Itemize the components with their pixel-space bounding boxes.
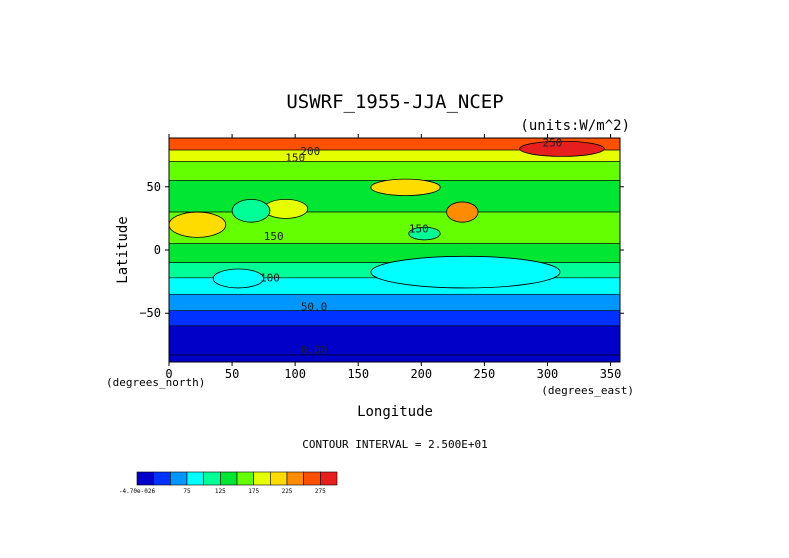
x-unit-label: (degrees_east) [541,384,634,397]
colorbar-swatch-6 [236,471,254,486]
colorbar-swatch-8 [270,471,288,486]
x-ticks: 0 50 100 150 200 250 300 350 [165,134,621,381]
feature-0 [519,140,605,157]
feature-8 [408,226,441,241]
colorbar-swatch-7 [253,471,271,486]
lat-band-9 [169,310,620,327]
colorbar-swatch-9 [286,471,304,486]
contour-label-1: 200 [300,145,320,158]
contour-label-0: 250 [543,136,563,149]
x-tick-label-5: 250 [474,367,496,381]
feature-4 [446,201,479,223]
contour-interval: CONTOUR INTERVAL = 2.500E+01 [302,438,487,451]
colorbar-swatch-11 [320,471,338,486]
contour-label-2: 150 [285,151,305,164]
colorbar-label-4: 225 [282,488,293,495]
contour-label-7: 0.00 [301,344,328,357]
contour-label-5: 100 [260,272,280,285]
feature-1 [169,211,227,238]
lat-band-5 [169,243,620,263]
colorbar-swatch-10 [303,471,321,486]
lat-band-2 [169,161,620,181]
lat-band-8 [169,293,620,312]
colorbar-swatch-0 [136,471,154,486]
contour-label-3: 150 [264,230,284,243]
x-tick-label-0: 0 [165,367,172,381]
feature-6 [212,268,265,289]
y-tick-label-2: −50 [139,306,161,320]
x-tick-label-4: 200 [410,367,432,381]
contour-label-4: 150 [409,222,429,235]
colorbar-swatch-2 [170,471,188,486]
feature-7 [370,255,561,289]
y-axis-label: Latitude [115,216,131,283]
colorbar-label-5: 275 [315,488,326,495]
colorbar: -4.70e-026 75 125 175 225 275 [119,471,338,495]
y-tick-label-0: 50 [147,180,161,194]
colorbar-label-1: 75 [183,488,191,495]
colorbar-swatch-5 [220,471,238,486]
colorbar-swatch-4 [203,471,221,486]
colorbar-label-0: -4.70e-026 [119,488,156,495]
colorbar-swatch-3 [186,471,204,486]
chart-title: USWRF_1955-JJA_NCEP [286,91,503,113]
x-tick-label-2: 100 [284,367,306,381]
colorbar-label-2: 125 [215,488,226,495]
lat-band-10 [169,325,620,356]
contour-label-6: 50.0 [301,301,328,314]
units-label: (units:W/m^2) [520,118,630,134]
colorbar-swatch-1 [153,471,171,486]
x-tick-label-1: 50 [225,367,239,381]
feature-3 [370,178,441,197]
colorbar-label-3: 175 [248,488,259,495]
y-ticks: 50 0 −50 [139,180,624,320]
x-tick-label-7: 350 [600,367,622,381]
plot-area [169,138,620,362]
x-tick-label-6: 300 [537,367,559,381]
feature-5 [231,199,271,223]
x-axis-label: Longitude [357,404,433,420]
lat-band-11 [169,354,620,362]
y-unit-label: (degrees_north) [106,376,205,389]
feature-2 [263,199,309,219]
y-tick-label-1: 0 [154,243,161,257]
x-tick-label-3: 150 [347,367,369,381]
